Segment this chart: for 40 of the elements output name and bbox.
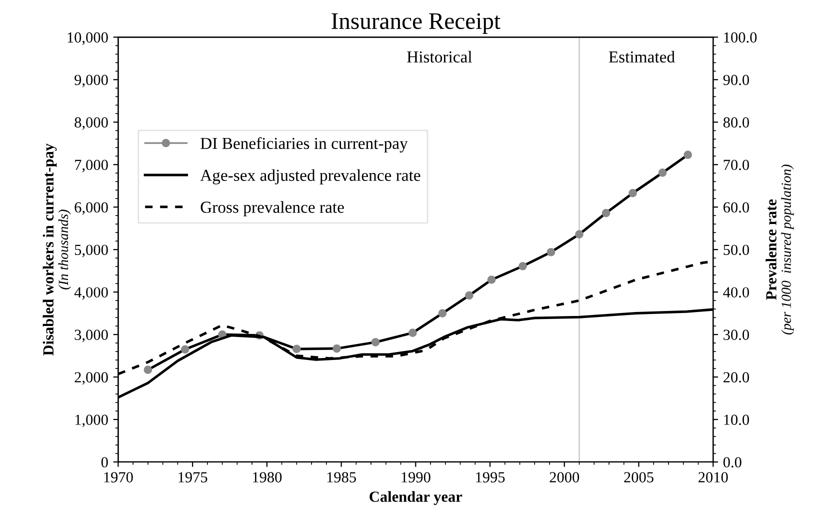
y-tick-label: 4,000: [74, 287, 108, 300]
y-tick-label: 2,000: [74, 372, 108, 385]
x-tick-label: 1985: [327, 472, 356, 482]
y-tick-label: 10,000: [68, 32, 108, 45]
y-tick-label: 9,000: [74, 74, 108, 88]
legend-label: Gross prevalence rate: [200, 201, 344, 216]
legend-label: Age-sex adjusted prevalence rate: [200, 169, 420, 184]
x-tick-label: 2000: [550, 472, 580, 482]
y-tick-label: 6,000: [74, 202, 108, 215]
x-axis-title: Calendar year: [370, 491, 462, 505]
legend-label: DI Beneficiaries in current-pay: [200, 137, 408, 152]
y2-axis-title: Prevalence rate (per 1000 insured population): [766, 164, 794, 334]
y-tick-label: 1,000: [75, 414, 108, 428]
y2-tick-label: 80.0: [723, 117, 749, 128]
y-tick-label: 8,000: [74, 117, 108, 130]
y2-tick-label: 50.0: [724, 244, 749, 256]
y-tick-label: 7,000: [75, 160, 108, 172]
y2-tick-label: 40.0: [723, 287, 749, 298]
y2-tick-label: 0.0: [723, 457, 742, 468]
y2-tick-label: 60.0: [724, 202, 749, 213]
y2-tick-label: 10.0: [724, 414, 749, 426]
x-tick-label: 1970: [104, 472, 133, 482]
y2-tick-label: 90.0: [723, 74, 749, 86]
x-tick-label: 1980: [252, 472, 282, 482]
y2-tick-label: 100.0: [724, 32, 757, 43]
annotation: Estimated: [608, 50, 675, 63]
y2-tick-label: 70.0: [724, 160, 749, 170]
x-tick-label: 2010: [698, 472, 728, 482]
y-tick-label: 0: [101, 457, 108, 468]
y2-tick-label: 20.0: [724, 372, 749, 383]
y-axis-title: Disabled workers in current-pay (In thousands): [42, 144, 71, 356]
x-tick-label: 1975: [178, 472, 208, 482]
chart-title: Insurance Receipt: [332, 13, 500, 34]
y2-tick-label: 30.0: [724, 330, 749, 340]
x-tick-label: 1990: [402, 472, 430, 482]
x-tick-label: 2005: [624, 472, 654, 482]
annotation: Historical: [407, 50, 472, 63]
y-tick-label: 3,000: [74, 330, 108, 342]
x-tick-label: 1995: [476, 472, 505, 482]
y-tick-label: 5,000: [74, 244, 108, 258]
